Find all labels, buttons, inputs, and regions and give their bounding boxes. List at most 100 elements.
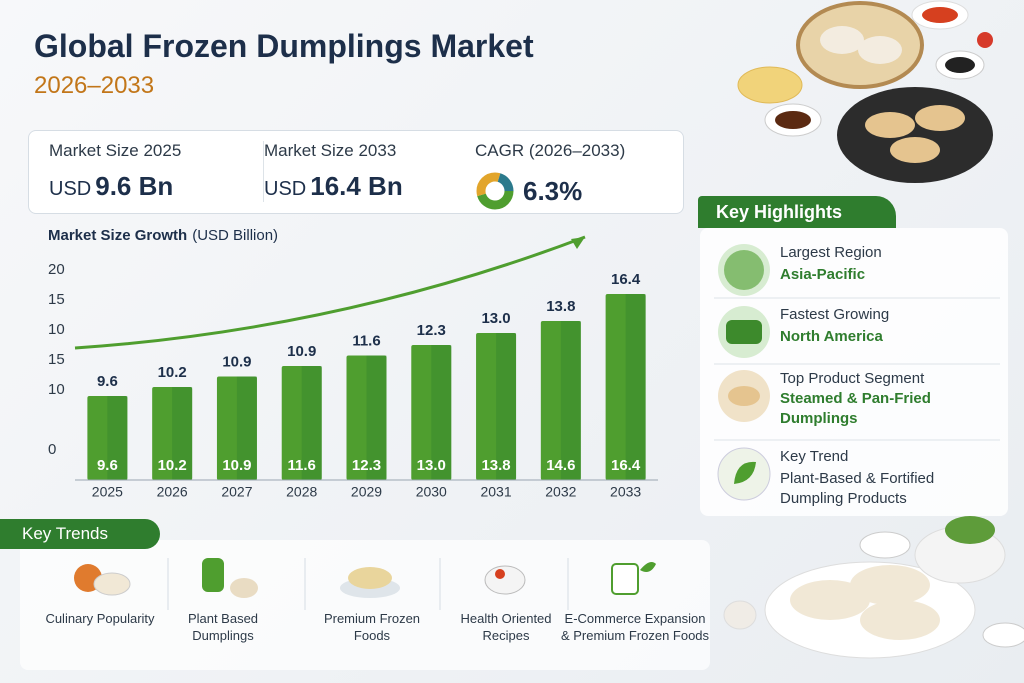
globe-icon	[724, 250, 764, 290]
page-subtitle: 2026–2033	[34, 72, 155, 99]
x-tick-label: 2028	[286, 484, 317, 500]
bar-value-label: 10.2	[158, 457, 187, 474]
trends-title: Key Trends	[0, 519, 160, 549]
trend-icon	[611, 563, 639, 595]
x-tick-label: 2029	[351, 484, 382, 500]
highlight-label: Largest Region	[780, 244, 882, 261]
bar-top-label: 16.4	[611, 271, 641, 288]
highlight: Top Product Segment Steamed & Pan-Fried D…	[780, 370, 960, 429]
page-title: Global Frozen Dumplings Market	[34, 28, 534, 64]
y-tick-label: 15	[48, 351, 65, 368]
bar	[605, 294, 646, 480]
stat-prefix: USD	[264, 178, 307, 200]
dumpling	[858, 36, 902, 64]
y-tick-label: 10	[48, 381, 65, 398]
bar-shade	[496, 333, 517, 480]
bowl	[859, 531, 911, 559]
stat-prefix: USD	[49, 178, 92, 200]
potsticker	[890, 137, 940, 163]
potsticker	[865, 112, 915, 138]
stat: Market Size 2025 USD 9.6 Bn	[49, 141, 181, 202]
bar-value-label: 11.6	[288, 457, 316, 474]
trend-label: Health Oriented Recipes	[460, 611, 552, 643]
dumpling-icon	[728, 386, 760, 406]
bar-shade	[625, 294, 646, 480]
trend-label: Plant Based Dumplings	[187, 611, 259, 643]
highlight-value: Asia-Pacific	[780, 266, 866, 283]
trend-icon	[348, 567, 392, 589]
x-tick-label: 2027	[221, 484, 252, 500]
x-tick-label: 2030	[416, 484, 447, 500]
highlight-icons	[714, 244, 1000, 501]
bar-top-label: 10.2	[158, 364, 187, 381]
bar-shade	[431, 345, 452, 480]
bar-value-label: 14.6	[546, 457, 575, 474]
dumpling	[850, 565, 930, 605]
chart-title-text: Market Size Growth	[48, 227, 187, 244]
stat-label: Market Size 2033	[264, 141, 397, 160]
trend-icon	[484, 565, 526, 595]
bar-top-label: 11.6	[352, 332, 380, 349]
highlight-value: North America	[780, 328, 883, 345]
bar-top-label: 10.9	[287, 343, 316, 360]
highlight-label: Fastest Growing	[780, 306, 890, 323]
x-tick-label: 2031	[480, 484, 511, 500]
x-tick-label: 2032	[545, 484, 576, 500]
bar-shade	[107, 396, 128, 480]
bar-shade	[560, 321, 581, 480]
x-tick-label: 2033	[610, 484, 641, 500]
dumpling	[790, 580, 870, 620]
trend-label: E-Commerce Expansion & Premium Frozen Fo…	[560, 611, 710, 643]
stat-value: USD 16.4 Bn	[264, 171, 403, 202]
highlight: Key Trend Plant-Based & Fortified Dumplin…	[780, 448, 970, 509]
stat-label: CAGR (2026–2033)	[475, 141, 626, 160]
dumpling	[860, 600, 940, 640]
map-icon	[726, 320, 762, 344]
bar-shade	[366, 355, 387, 480]
cagr-icon	[476, 172, 514, 210]
x-tick-label: 2025	[92, 484, 123, 500]
trend-icon	[93, 572, 131, 596]
sauce-bowl	[737, 66, 803, 104]
leaf-icon	[734, 461, 756, 484]
trend-icon	[640, 562, 656, 572]
highlight-label: Key Trend	[780, 448, 849, 465]
bar-shade	[172, 387, 193, 480]
stat-number: 9.6 Bn	[95, 171, 174, 201]
growth-arrow	[74, 235, 586, 350]
bar-value-label: 9.6	[97, 457, 118, 474]
bar	[87, 396, 128, 480]
highlight-value: Plant-Based & Fortified Dumpling Product…	[780, 470, 935, 507]
bar-top-label: 10.9	[222, 353, 251, 370]
garlic	[723, 600, 757, 630]
trend-icon	[230, 578, 258, 598]
stat-value: 6.3%	[475, 171, 625, 211]
y-tick-label: 15	[48, 291, 65, 308]
bar-value-label: 10.9	[222, 457, 251, 474]
highlights-list: Largest Region Asia-Pacific Fastest Growi…	[700, 228, 1008, 516]
highlight: Largest Region Asia-Pacific	[780, 244, 1000, 285]
bar	[152, 387, 193, 480]
bar-value-label: 13.0	[417, 457, 446, 474]
chili-sauce	[922, 7, 958, 23]
y-tick-label: 10	[48, 321, 65, 338]
trend-icons	[74, 558, 656, 610]
bar-value-label: 13.8	[481, 457, 510, 474]
highlights-title: Key Highlights	[698, 196, 896, 228]
stat-number: 6.3%	[523, 175, 583, 206]
chart-unit: (USD Billion)	[192, 227, 278, 244]
bar-shade	[301, 366, 322, 480]
black-sauce	[945, 57, 975, 73]
trend-label: Culinary Popularity	[45, 611, 155, 626]
stat: Market Size 2033 USD 16.4 Bn	[263, 141, 403, 202]
bar-top-label: 9.6	[97, 373, 118, 390]
stats-box: Market Size 2025 USD 9.6 Bn Market Size 2…	[28, 130, 684, 214]
bar	[346, 355, 387, 480]
potsticker	[915, 105, 965, 131]
tomato	[977, 32, 993, 48]
trend-icon	[202, 558, 224, 592]
bar	[281, 366, 322, 480]
